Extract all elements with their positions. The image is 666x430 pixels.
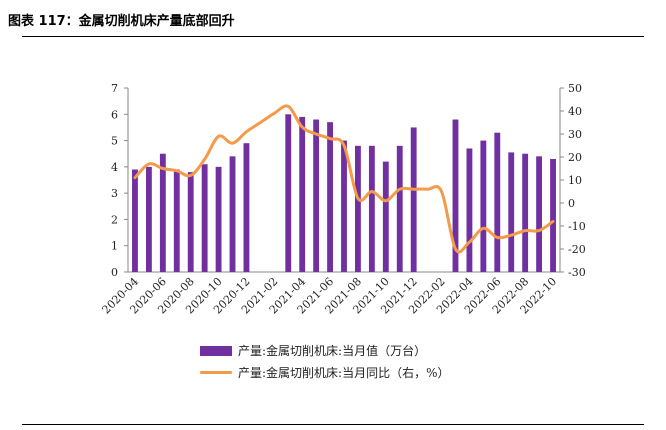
bar <box>480 140 487 272</box>
y-right-tick-label: 10 <box>568 174 582 187</box>
legend-line-label: 产量:金属切削机床:当月同比（右，%） <box>238 366 450 380</box>
bar <box>355 145 361 272</box>
top-rule <box>22 36 644 37</box>
bar <box>285 114 292 273</box>
bar <box>299 116 306 273</box>
bar <box>341 140 347 272</box>
bar <box>452 119 459 273</box>
bar <box>159 153 166 272</box>
bar <box>494 132 501 272</box>
y-left-tick-label: 4 <box>111 161 118 174</box>
legend-item-bar: 产量:金属切削机床:当月值（万台） <box>200 342 426 359</box>
y-left-tick-label: 2 <box>111 213 118 226</box>
chart-title: 图表 117：金属切削机床产量底部回升 <box>8 14 235 29</box>
bar <box>229 156 236 272</box>
bar <box>313 119 320 273</box>
y-right-tick-label: -10 <box>568 220 586 233</box>
bar <box>466 148 473 272</box>
bar-series <box>132 114 556 273</box>
bar <box>522 153 529 272</box>
legend-bar-label: 产量:金属切削机床:当月值（万台） <box>238 344 427 358</box>
y-left-tick-label: 7 <box>111 82 118 95</box>
bar <box>187 172 194 272</box>
legend-line-swatch <box>200 371 232 374</box>
y-right-tick-label: 20 <box>568 151 582 164</box>
y-left-tick-label: 5 <box>111 135 118 148</box>
bar <box>132 169 138 272</box>
y-left-tick-label: 0 <box>111 266 118 279</box>
tick-labels: 01234567-30-20-10010203040502020-042020-… <box>100 82 586 316</box>
bar <box>201 164 208 272</box>
legend-item-line: 产量:金属切削机床:当月同比（右，%） <box>200 364 450 381</box>
line-series <box>133 104 555 254</box>
bottom-rule <box>22 424 644 425</box>
y-right-tick-label: -30 <box>568 266 586 279</box>
y-right-tick-label: -20 <box>568 243 586 256</box>
y-left-tick-label: 1 <box>111 240 118 253</box>
y-right-tick-label: 30 <box>568 128 582 141</box>
bar <box>550 158 556 272</box>
bar <box>145 166 152 272</box>
y-left-tick-label: 3 <box>111 187 118 200</box>
bar <box>410 127 417 272</box>
y-left-tick-label: 6 <box>111 108 118 121</box>
bar <box>173 169 180 272</box>
y-right-tick-label: 40 <box>568 105 582 118</box>
bar <box>327 122 333 273</box>
y-right-tick-label: 0 <box>568 197 575 210</box>
bar <box>396 145 403 272</box>
legend-bar-swatch <box>200 345 232 356</box>
bar <box>215 166 222 272</box>
bar <box>536 156 543 272</box>
yoy-line <box>133 104 555 254</box>
bar <box>508 152 515 272</box>
bar <box>243 143 250 272</box>
y-right-tick-label: 50 <box>568 82 582 95</box>
bar <box>368 145 375 272</box>
bar <box>382 161 389 272</box>
